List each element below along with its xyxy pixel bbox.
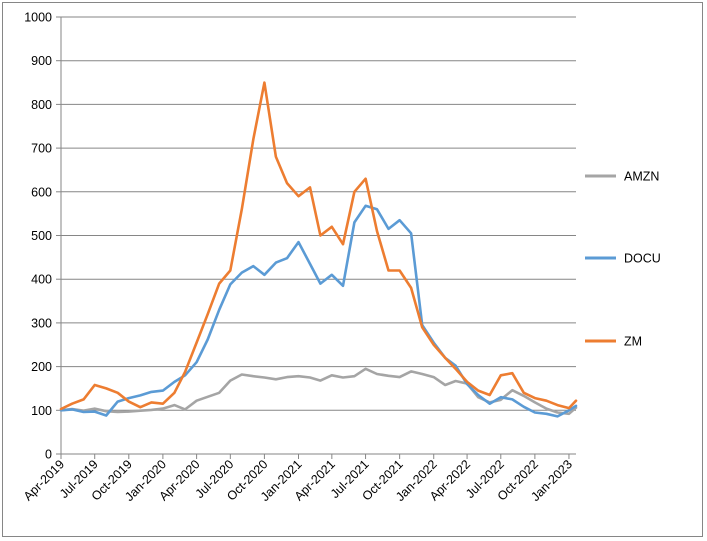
y-tick-label: 400	[31, 273, 52, 287]
series-lines	[59, 81, 578, 418]
y-tick-label: 700	[31, 142, 52, 156]
x-axis-ticks: Apr-2019Jul-2019Oct-2019Jan-2020Apr-2020…	[21, 454, 575, 504]
y-tick-label: 300	[31, 316, 52, 330]
y-tick-label: 200	[31, 360, 52, 374]
y-axis-ticks: 0 100 200 300 400 500 600 700 800 900 1000	[24, 11, 61, 462]
y-tick-label: 800	[31, 98, 52, 112]
legend: AMZN DOCU ZM	[585, 170, 661, 349]
y-tick-label: 500	[31, 229, 52, 243]
y-tick-label: 1000	[24, 11, 52, 25]
y-tick-label: 600	[31, 185, 52, 199]
series-line-zm	[59, 81, 578, 411]
series-line-docu	[59, 204, 578, 418]
gridlines	[61, 16, 576, 411]
legend-label-zm: ZM	[624, 335, 642, 349]
legend-label-docu: DOCU	[624, 252, 661, 266]
legend-label-amzn: AMZN	[624, 170, 659, 184]
y-tick-label: 900	[31, 54, 52, 68]
y-tick-label: 0	[45, 448, 52, 462]
x-tick-label: Apr-2019	[21, 457, 67, 503]
y-tick-label: 100	[31, 404, 52, 418]
